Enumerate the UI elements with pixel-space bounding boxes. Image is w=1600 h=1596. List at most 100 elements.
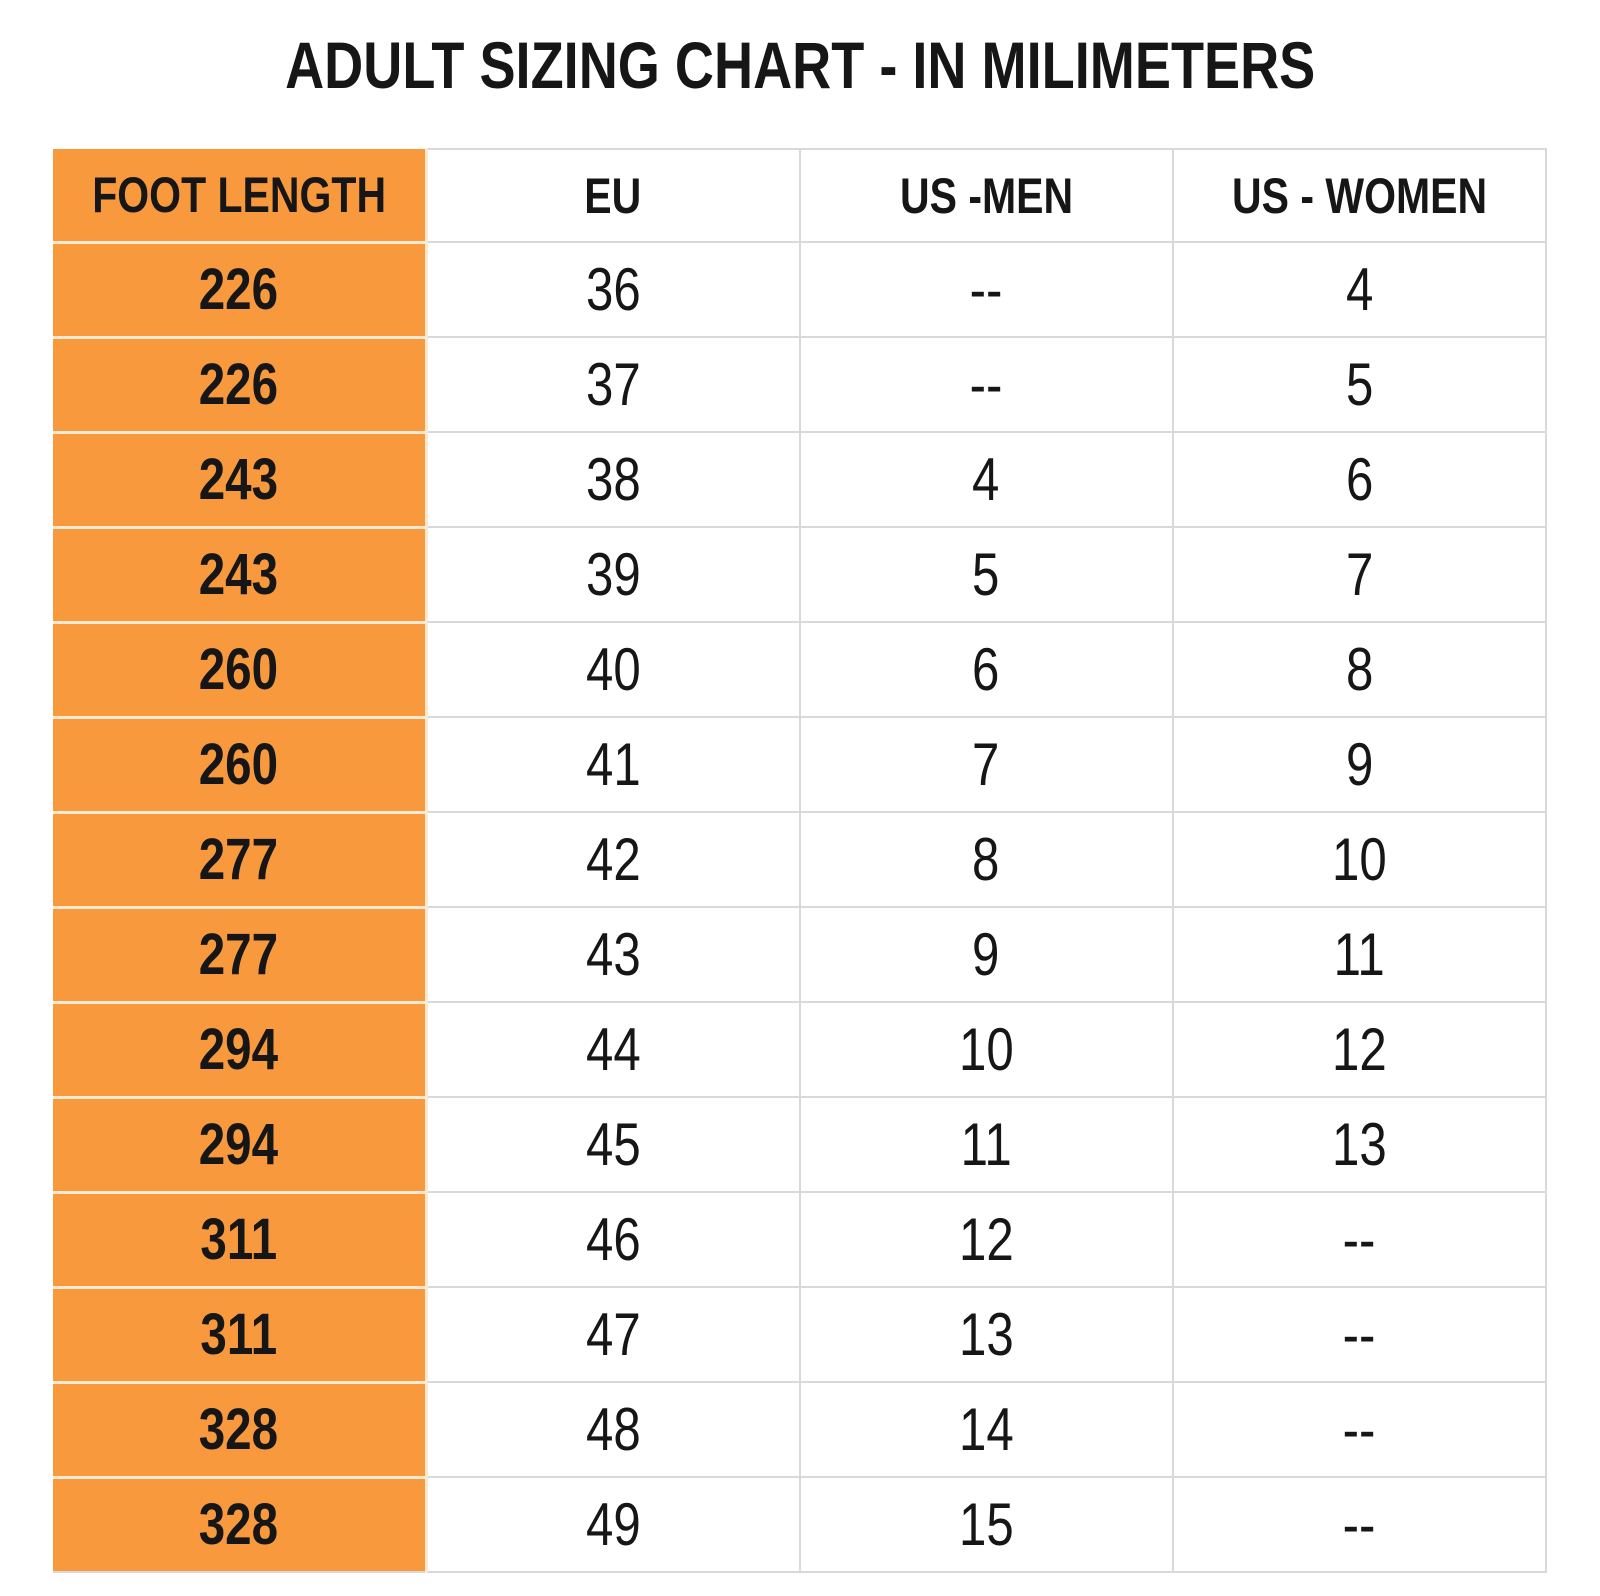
- cell-value: 13: [958, 1301, 1014, 1368]
- cell-value: 14: [958, 1396, 1014, 1463]
- page-title: ADULT SIZING CHART - IN MILIMETERS: [0, 28, 1600, 102]
- cell-value: 43: [585, 921, 641, 988]
- cell-us-women: --: [1171, 1287, 1548, 1383]
- table-row: 277 42 8 10: [53, 812, 1548, 909]
- cell-eu: 46: [425, 1192, 800, 1288]
- cell-eu: 49: [425, 1477, 800, 1573]
- cell-value: 4: [972, 446, 1000, 513]
- table-row: 243 38 4 6: [53, 432, 1548, 529]
- cell-value: 42: [585, 826, 641, 893]
- cell-value: 15: [958, 1490, 1014, 1558]
- cell-foot-length: 328: [53, 1382, 428, 1479]
- cell-value: 294: [199, 1017, 279, 1082]
- cell-value: 41: [585, 731, 641, 798]
- cell-eu: 48: [425, 1382, 800, 1478]
- cell-foot-length: 277: [53, 812, 428, 909]
- cell-foot-length: 294: [53, 1002, 428, 1099]
- cell-value: 328: [199, 1492, 279, 1557]
- cell-us-men: 8: [798, 812, 1173, 908]
- cell-value: 311: [200, 1302, 278, 1367]
- cell-eu: 39: [425, 527, 800, 623]
- cell-value: 11: [960, 1111, 1012, 1178]
- cell-us-women: 10: [1171, 812, 1548, 908]
- cell-us-men: 9: [798, 907, 1173, 1003]
- cell-us-men: 5: [798, 527, 1173, 623]
- table-row: 294 44 10 12: [53, 1002, 1548, 1099]
- col-header-label: FOOT LENGTH: [91, 166, 386, 223]
- cell-foot-length: 226: [53, 337, 428, 434]
- table-row: 260 40 6 8: [53, 622, 1548, 719]
- cell-value: 13: [1332, 1111, 1387, 1178]
- cell-value: --: [1342, 1396, 1376, 1463]
- cell-foot-length: 328: [53, 1477, 428, 1573]
- cell-foot-length: 260: [53, 717, 428, 814]
- cell-eu: 41: [425, 717, 800, 813]
- cell-eu: 43: [425, 907, 800, 1003]
- cell-value: 226: [199, 257, 279, 322]
- col-header-us-women: US - WOMEN: [1171, 148, 1548, 243]
- table-row: 328 48 14 --: [53, 1382, 1548, 1479]
- cell-foot-length: 226: [53, 242, 428, 339]
- table-row: 311 46 12 --: [53, 1192, 1548, 1289]
- cell-us-women: 5: [1171, 337, 1548, 433]
- table-row: 260 41 7 9: [53, 717, 1548, 814]
- cell-us-men: 12: [798, 1192, 1173, 1288]
- cell-value: 47: [585, 1301, 641, 1368]
- cell-value: --: [1342, 1301, 1376, 1368]
- cell-value: 4: [1345, 256, 1374, 323]
- cell-value: 294: [199, 1112, 279, 1177]
- cell-value: 9: [1345, 731, 1374, 798]
- cell-us-men: 4: [798, 432, 1173, 528]
- cell-value: 5: [972, 541, 1000, 608]
- col-header-foot-length: FOOT LENGTH: [53, 149, 428, 244]
- cell-eu: 45: [425, 1097, 800, 1193]
- cell-value: 7: [972, 731, 1000, 798]
- table-row: 311 47 13 --: [53, 1287, 1548, 1384]
- cell-eu: 44: [425, 1002, 800, 1098]
- cell-value: --: [1342, 1490, 1376, 1558]
- cell-foot-length: 311: [53, 1192, 428, 1289]
- cell-value: 49: [585, 1490, 641, 1558]
- cell-us-men: 11: [798, 1097, 1173, 1193]
- col-header-label: US -MEN: [899, 167, 1073, 224]
- cell-us-men: 6: [798, 622, 1173, 718]
- cell-value: 11: [1333, 921, 1385, 988]
- cell-eu: 36: [425, 242, 800, 338]
- cell-us-women: 9: [1171, 717, 1548, 813]
- cell-us-women: --: [1171, 1192, 1548, 1288]
- table-row: 277 43 9 11: [53, 907, 1548, 1004]
- cell-us-women: 6: [1171, 432, 1548, 528]
- cell-value: 243: [199, 447, 279, 512]
- table-row: 226 37 -- 5: [53, 337, 1548, 434]
- cell-value: 10: [1332, 826, 1387, 893]
- cell-us-women: --: [1171, 1382, 1548, 1478]
- sizing-table: FOOT LENGTH EU US -MEN US - WOMEN 226 36…: [53, 148, 1548, 1573]
- cell-value: 12: [958, 1206, 1014, 1273]
- cell-value: 39: [585, 541, 641, 608]
- cell-us-men: --: [798, 242, 1173, 338]
- cell-foot-length: 243: [53, 432, 428, 529]
- table-row: 243 39 5 7: [53, 527, 1548, 624]
- cell-value: 44: [585, 1016, 641, 1083]
- table-row: 226 36 -- 4: [53, 242, 1548, 339]
- cell-us-men: 15: [798, 1477, 1173, 1573]
- cell-eu: 37: [425, 337, 800, 433]
- cell-value: 7: [1345, 541, 1374, 608]
- col-header-label: EU: [584, 167, 642, 224]
- cell-value: 311: [200, 1207, 278, 1272]
- cell-eu: 42: [425, 812, 800, 908]
- table-row: 328 49 15 --: [53, 1477, 1548, 1573]
- cell-eu: 40: [425, 622, 800, 718]
- cell-foot-length: 294: [53, 1097, 428, 1194]
- col-header-eu: EU: [425, 148, 800, 243]
- cell-value: 45: [585, 1111, 641, 1178]
- cell-foot-length: 243: [53, 527, 428, 624]
- cell-us-men: 10: [798, 1002, 1173, 1098]
- cell-us-women: --: [1171, 1477, 1548, 1573]
- col-header-label: US - WOMEN: [1231, 167, 1487, 224]
- cell-value: --: [969, 256, 1003, 323]
- cell-us-women: 13: [1171, 1097, 1548, 1193]
- cell-value: 46: [585, 1206, 641, 1273]
- cell-value: 260: [199, 637, 279, 702]
